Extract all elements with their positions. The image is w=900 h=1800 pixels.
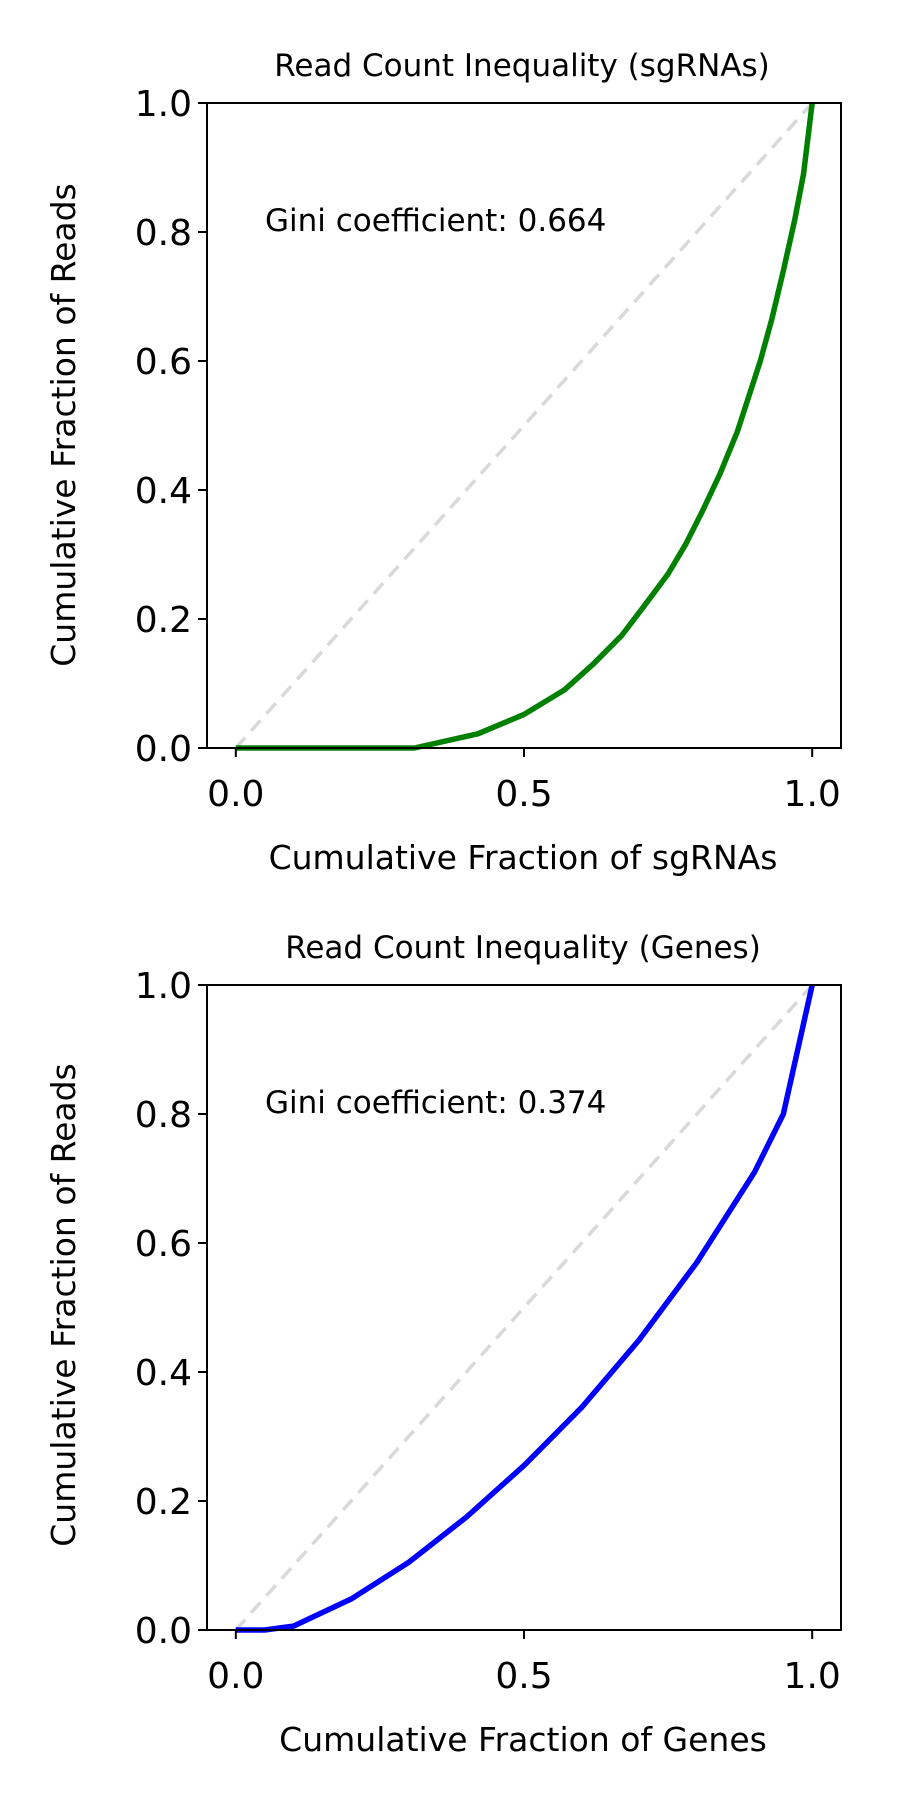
y-tick-label: 0.4 bbox=[135, 1353, 192, 1394]
y-tick-label: 1.0 bbox=[135, 84, 192, 125]
x-axis-label: Cumulative Fraction of Genes bbox=[279, 1720, 767, 1759]
chart-panel-sgrnas: Read Count Inequality (sgRNAs) Gini coef… bbox=[44, 48, 842, 877]
equality-reference-line bbox=[234, 983, 814, 1632]
y-axis-ticks: 0.0 0.2 0.4 0.6 0.8 1.0 bbox=[135, 84, 207, 770]
x-tick-label: 0.0 bbox=[207, 774, 264, 815]
x-tick-label: 0.5 bbox=[495, 774, 552, 815]
chart-title: Read Count Inequality (Genes) bbox=[285, 930, 761, 966]
x-axis-ticks: 0.0 0.5 1.0 bbox=[207, 1630, 841, 1697]
x-tick-label: 1.0 bbox=[784, 1656, 841, 1697]
y-tick-label: 0.2 bbox=[135, 1482, 192, 1523]
gini-annotation: Gini coefficient: 0.374 bbox=[265, 1085, 606, 1121]
plot-area: Gini coefficient: 0.664 bbox=[206, 101, 842, 751]
lorenz-curve-series bbox=[235, 102, 815, 751]
y-axis-label: Cumulative Fraction of Reads bbox=[44, 183, 83, 666]
y-tick-label: 0.8 bbox=[135, 213, 192, 254]
y-tick-label: 0.4 bbox=[135, 471, 192, 512]
chart-panel-genes: Read Count Inequality (Genes) Gini coeff… bbox=[44, 930, 842, 1759]
y-tick-label: 0.6 bbox=[135, 342, 192, 383]
y-tick-label: 0.8 bbox=[135, 1095, 192, 1136]
lorenz-curve-series bbox=[235, 984, 815, 1633]
y-tick-label: 0.0 bbox=[135, 729, 192, 770]
y-tick-label: 0.6 bbox=[135, 1224, 192, 1265]
y-tick-label: 0.2 bbox=[135, 600, 192, 641]
x-axis-label: Cumulative Fraction of sgRNAs bbox=[269, 838, 778, 877]
y-tick-label: 1.0 bbox=[135, 966, 192, 1007]
x-axis-ticks: 0.0 0.5 1.0 bbox=[207, 748, 841, 815]
plot-area: Gini coefficient: 0.374 bbox=[206, 983, 842, 1633]
x-tick-label: 0.5 bbox=[495, 1656, 552, 1697]
y-tick-label: 0.0 bbox=[135, 1611, 192, 1652]
y-axis-ticks: 0.0 0.2 0.4 0.6 0.8 1.0 bbox=[135, 966, 207, 1652]
y-axis-label: Cumulative Fraction of Reads bbox=[44, 1063, 83, 1546]
x-tick-label: 0.0 bbox=[207, 1656, 264, 1697]
equality-reference-line bbox=[234, 101, 814, 750]
gini-annotation: Gini coefficient: 0.664 bbox=[265, 203, 606, 239]
chart-title: Read Count Inequality (sgRNAs) bbox=[274, 48, 770, 84]
x-tick-label: 1.0 bbox=[784, 774, 841, 815]
